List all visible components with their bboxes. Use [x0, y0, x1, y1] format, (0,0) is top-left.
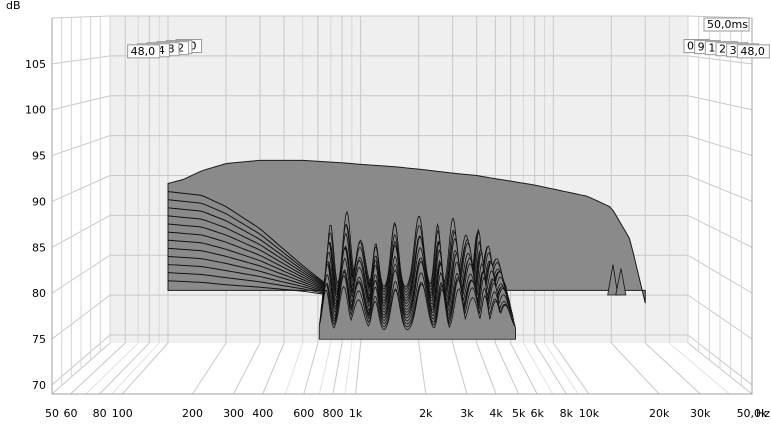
y-tick-label: 100 [25, 104, 46, 117]
decay-slice-line [167, 247, 331, 293]
x-tick-label: 600 [293, 407, 314, 420]
grid-floor-line [552, 342, 590, 395]
time-max-tag: 50,0ms [703, 17, 750, 32]
grid-floor-line [644, 342, 701, 395]
decay-slice-line [167, 215, 332, 291]
grid-minor-floor-line [669, 342, 730, 395]
grid-floor-line [233, 342, 261, 395]
frame [51, 18, 753, 395]
x-tick-label: 50,0k [737, 407, 768, 420]
decay-slices [167, 191, 627, 340]
grid-floor-line [452, 342, 468, 395]
decay-slice-line [167, 191, 332, 289]
x-tick-label: 300 [223, 407, 244, 420]
decay-slice-line [167, 223, 332, 291]
initial-response-area [167, 159, 646, 304]
grid-floor-line [99, 342, 150, 395]
x-tick-label: 6k [530, 407, 544, 420]
resonance-slice [318, 283, 516, 340]
x-tick-label: 400 [252, 407, 273, 420]
decay-slice-line [167, 207, 332, 290]
grid-floor-line [418, 342, 427, 395]
grid-floor-line [355, 342, 362, 395]
decay-slice-line [167, 280, 331, 296]
decay-slice-line [167, 264, 331, 295]
x-tick-label: 2k [419, 407, 433, 420]
x-tick-label: 60 [63, 407, 77, 420]
time-tag-right: 48,0 [736, 44, 770, 59]
x-tick-label: 200 [182, 407, 203, 420]
time-tag-right-text: 48,0 [740, 45, 765, 58]
time-tag-left: 48,0 [127, 44, 161, 59]
tweeter-spike [607, 264, 619, 296]
x-tick-label: 30k [690, 407, 711, 420]
time-max-tag-text: 50,0ms [707, 18, 748, 31]
y-tick-label: 90 [32, 195, 46, 208]
x-tick-label: 8k [560, 407, 574, 420]
x-tick-label: 1k [349, 407, 363, 420]
floor [52, 343, 752, 394]
grid-floor-line [262, 342, 285, 395]
x-unit-label: Hz [756, 407, 770, 420]
x-tick-label: 20k [649, 407, 670, 420]
x-tick-label: 800 [322, 407, 343, 420]
grid-floor-line [121, 342, 169, 395]
initial-response-shape [167, 159, 646, 304]
x-tick-label: 3k [460, 407, 474, 420]
grid-floor-line [610, 342, 660, 395]
decay-slice-line [167, 231, 332, 292]
y-tick-label: 70 [32, 379, 46, 392]
grid-floor-line [70, 342, 126, 395]
grid-floor-line [332, 342, 343, 395]
y-unit-label: dB [6, 0, 21, 12]
x-tick-label: 50 [45, 407, 59, 420]
time-tag-left-text: 48,0 [131, 45, 156, 58]
grid-floor-line [510, 342, 538, 395]
grid-minor-floor-line [111, 342, 160, 395]
x-tick-label: 100 [112, 407, 133, 420]
grid-floor-line [192, 342, 227, 395]
grid-floor-line [476, 342, 497, 395]
grid-minor-floor-line [284, 342, 304, 395]
x-tick-label: 4k [489, 407, 503, 420]
y-tick-label: 95 [32, 150, 46, 163]
axis-labels: 50 60 80 100 200 300 400 600 800 1k 2k 3k 4k 5k 6k 8k 10… [6, 0, 770, 420]
decay-slice-line [167, 199, 332, 289]
x-tick-label: 10k [579, 407, 600, 420]
x-tick-label: 5k [512, 407, 526, 420]
grid-minor-floor-line [318, 342, 332, 395]
decay-slice-line [167, 239, 332, 293]
grid-minor-floor-line [544, 342, 579, 395]
grid-floor-line [534, 342, 567, 395]
y-tick-label: 75 [32, 333, 46, 346]
decay-slice-line [167, 255, 331, 294]
tweeter-spike [615, 268, 627, 296]
grid-minor-floor-line [344, 342, 353, 395]
grid-floor-line [303, 342, 319, 395]
grid-minor-floor-line [85, 342, 139, 395]
y-tick-label: 105 [25, 58, 46, 71]
x-tick-label: 80 [93, 407, 107, 420]
decay-slice-line [167, 272, 331, 295]
grid-minor-floor-line [523, 342, 554, 395]
y-tick-label: 85 [32, 241, 46, 254]
grid-floor-line [494, 342, 520, 395]
y-tick-label: 80 [32, 287, 46, 300]
